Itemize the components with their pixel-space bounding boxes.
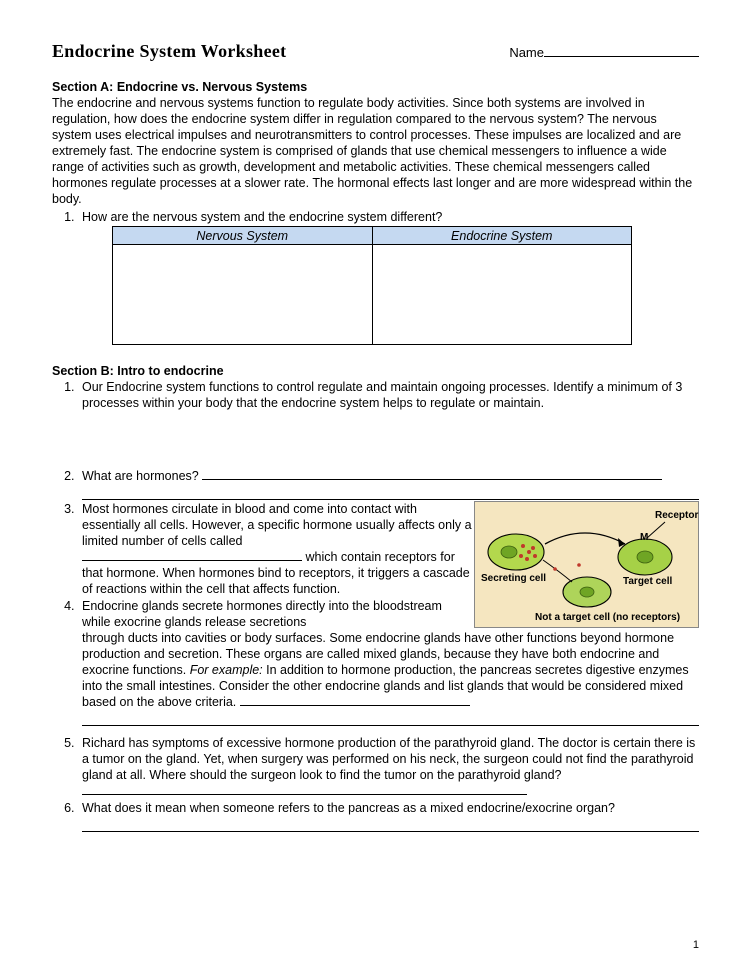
comparison-table: Nervous System Endocrine System [112,226,632,345]
table-cell-endocrine[interactable] [372,245,632,345]
label-secreting: Secreting cell [481,573,546,584]
section-b-questions: Our Endocrine system functions to contro… [78,379,699,832]
name-field: Name [509,45,699,62]
table-col2: Endocrine System [372,227,632,245]
question-b1: Our Endocrine system functions to contro… [78,379,699,467]
answer-blank[interactable] [82,710,699,726]
table-cell-nervous[interactable] [113,245,373,345]
name-label: Name [509,45,544,60]
page-number: 1 [693,938,699,952]
cell-diagram: M Receptor Secreting cell T [474,501,699,628]
section-a-heading: Section A: Endocrine vs. Nervous Systems [52,79,699,95]
answer-blank[interactable] [240,694,470,706]
diagram-svg: M Receptor Secreting cell T [475,502,700,629]
question-b2: What are hormones? [78,468,699,500]
header-row: Endocrine System Worksheet Name [52,40,699,63]
label-receptor: Receptor [655,510,698,521]
section-b-heading: Section B: Intro to endocrine [52,363,699,379]
question-b6: What does it mean when someone refers to… [78,800,699,832]
table-col1: Nervous System [113,227,373,245]
question-a1: How are the nervous system and the endoc… [78,209,699,225]
label-target: Target cell [623,576,672,587]
section-a-paragraph: The endocrine and nervous systems functi… [52,95,699,207]
label-not-target: Not a target cell (no receptors) [535,612,680,623]
worksheet-title: Endocrine System Worksheet [52,40,286,63]
answer-blank[interactable] [82,484,699,500]
answer-blank[interactable] [82,783,527,795]
answer-blank[interactable] [202,468,662,480]
table-row [113,245,632,345]
section-a-questions: How are the nervous system and the endoc… [78,209,699,225]
answer-blank[interactable] [82,816,699,832]
name-blank[interactable] [544,56,699,57]
question-b3: M Receptor Secreting cell T [78,501,699,597]
answer-blank[interactable] [82,549,302,561]
question-b5: Richard has symptoms of excessive hormon… [78,735,699,799]
